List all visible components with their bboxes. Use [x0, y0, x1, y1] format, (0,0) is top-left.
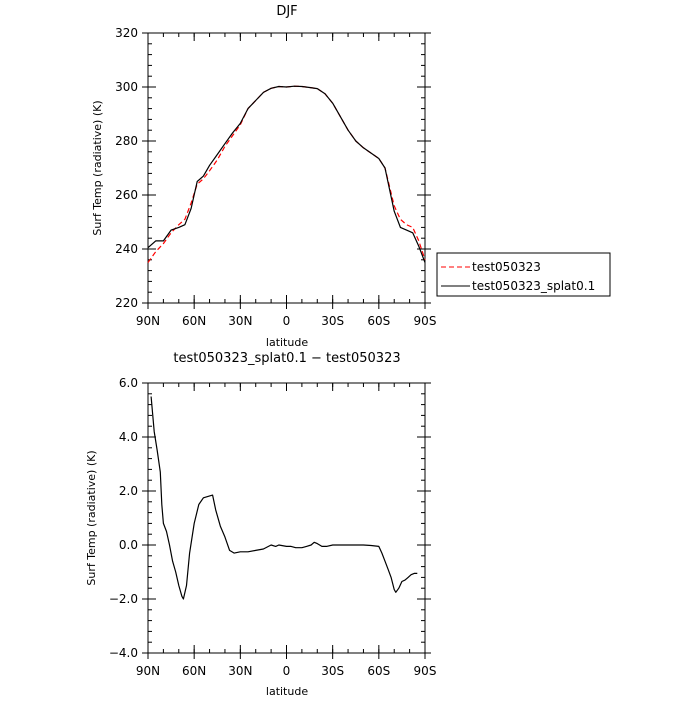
bottom-y-axis-label: Surf Temp (radiative) (K) [85, 450, 98, 585]
top-panel: DJF 90N 60N 30N 0 30S 60S 90S 220 240 260 280 300 32… [91, 4, 611, 349]
legend-label-test050323: test050323 [472, 260, 541, 274]
bottom-series-lines [150, 396, 418, 600]
top-y-tick-label: 280 [115, 134, 138, 148]
top-chart-title: DJF [276, 4, 297, 19]
bottom-x-tick-label: 60N [182, 664, 206, 678]
legend-box [436, 252, 611, 297]
top-x-axis-label: latitude [266, 336, 308, 349]
top-x-tick-label: 0 [283, 314, 291, 328]
top-y-tick-label: 220 [115, 296, 138, 310]
top-y-tick-label: 320 [115, 26, 138, 40]
top-series-lines [147, 85, 426, 263]
bottom-x-tick-label: 60S [367, 664, 390, 678]
bottom-plot-frame [147, 382, 426, 654]
top-y-tick-label: 260 [115, 188, 138, 202]
bottom-y-tick-label: 0.0 [119, 538, 138, 552]
legend-label-splat: test050323_splat0.1 [472, 279, 595, 293]
bottom-chart-title: test050323_splat0.1 − test050323 [173, 351, 400, 366]
top-x-tick-label: 60S [367, 314, 390, 328]
bottom-x-axis-label: latitude [266, 685, 308, 698]
bottom-y-tick-label: 2.0 [119, 484, 138, 498]
top-series-line-0 [147, 85, 426, 263]
top-y-axis-label: Surf Temp (radiative) (K) [91, 100, 104, 235]
top-x-tick-label: 90S [414, 314, 437, 328]
bottom-x-tick-label: 30S [321, 664, 344, 678]
top-plot-axes: 90N 60N 30N 0 30S 60S 90S 220 240 260 280 300 320 [115, 26, 436, 328]
bottom-y-tick-label: 6.0 [119, 376, 138, 390]
bottom-series-line-0 [150, 396, 418, 600]
bottom-x-tick-label: 90S [414, 664, 437, 678]
bottom-x-tick-label: 90N [136, 664, 160, 678]
bottom-plot-axes: 90N 60N 30N 0 30S 60S 90S −4.0 −2.0 0.0 2.0 4.0 6.0 [109, 376, 437, 678]
bottom-panel: test050323_splat0.1 − test050323 90N 60N 3… [85, 351, 436, 698]
bottom-x-tick-label: 30N [228, 664, 252, 678]
top-plot-frame [147, 32, 426, 304]
bottom-y-tick-label: 4.0 [119, 430, 138, 444]
top-y-tick-label: 240 [115, 242, 138, 256]
top-x-tick-label: 60N [182, 314, 206, 328]
top-x-tick-label: 30N [228, 314, 252, 328]
bottom-y-tick-label: −4.0 [109, 646, 138, 660]
bottom-x-tick-label: 0 [283, 664, 291, 678]
top-x-tick-label: 90N [136, 314, 160, 328]
bottom-y-tick-label: −2.0 [109, 592, 138, 606]
top-x-tick-label: 30S [321, 314, 344, 328]
top-series-line-1 [147, 85, 426, 263]
top-y-tick-label: 300 [115, 80, 138, 94]
legend: test050323 test050323_splat0.1 [436, 252, 611, 297]
